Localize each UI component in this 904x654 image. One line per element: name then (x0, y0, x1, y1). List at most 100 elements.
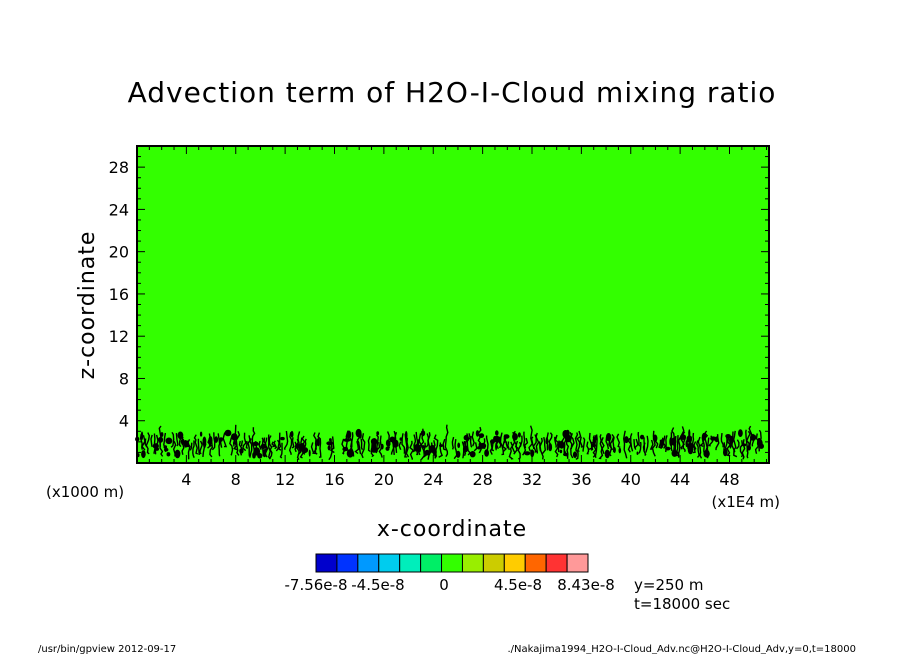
colorbar-swatch (545, 553, 568, 573)
cloud-blob (605, 433, 612, 442)
cloud-blob (592, 443, 597, 448)
cloud-blob (308, 449, 311, 457)
cloud-blob (199, 431, 203, 437)
cloud-blob (659, 439, 665, 448)
cloud-blob (154, 447, 159, 451)
cloud-blob (224, 429, 232, 437)
cloud-contour (415, 431, 419, 456)
cloud-blob (517, 432, 521, 438)
cloud-contour (170, 431, 175, 448)
cloud-blob (355, 428, 362, 438)
cloud-blob (738, 429, 743, 437)
cloud-blob (565, 429, 570, 437)
cloud-contour (375, 434, 379, 454)
cloud-blob (326, 441, 334, 446)
cloud-contour (586, 441, 590, 455)
cloud-blob (665, 446, 671, 451)
cloud-contour (471, 431, 475, 447)
cloud-contour (579, 436, 584, 448)
cloud-contour (489, 442, 493, 455)
cloud-blob (342, 446, 349, 452)
colorbar-swatch (566, 553, 589, 573)
colorbar-swatch (378, 553, 401, 573)
cloud-contour (739, 440, 744, 458)
cloud-blob (484, 449, 489, 457)
colorbar-swatch (336, 553, 359, 573)
y-position-annotation: y=250 m (634, 576, 703, 594)
cloud-contour (401, 433, 406, 454)
cloud-blob (165, 437, 173, 445)
cloud-blob (432, 448, 437, 456)
cloud-contour (469, 436, 473, 448)
colorbar-swatch (399, 553, 422, 573)
cloud-contour (519, 435, 523, 447)
x-tick-label: 12 (275, 470, 295, 489)
cloud-blob (469, 451, 476, 458)
cloud-blob (252, 452, 255, 459)
cloud-blob (685, 440, 688, 448)
cloud-blob (710, 436, 717, 441)
cloud-blob (563, 452, 569, 457)
cloud-contour (693, 441, 697, 451)
cloud-contour (370, 442, 375, 458)
cloud-contour (249, 438, 253, 459)
x-tick-label: 36 (571, 470, 591, 489)
cloud-contour (528, 425, 533, 452)
colorbar-label: -4.5e-8 (351, 576, 404, 594)
cloud-contour (638, 441, 642, 454)
cloud-blob (399, 437, 403, 441)
colorbar (315, 553, 589, 573)
cloud-blob (495, 430, 499, 436)
cloud-contour (197, 438, 200, 456)
cloud-blob (456, 450, 461, 458)
cloud-blob (380, 443, 384, 450)
cloud-contour (288, 432, 293, 455)
cloud-contour (594, 434, 598, 459)
cloud-contour (499, 432, 505, 456)
cloud-contour (199, 440, 203, 455)
cloud-blob (343, 438, 351, 442)
cloud-blob (479, 442, 487, 449)
cloud-blob (327, 445, 331, 451)
x-tick-label: 16 (324, 470, 344, 489)
cloud-blob (392, 439, 399, 448)
y-axis-label: z-coordinate (75, 231, 100, 380)
cloud-contour (535, 432, 540, 454)
cloud-contour (507, 441, 510, 451)
cloud-contour (405, 437, 410, 458)
cloud-blob (214, 436, 219, 443)
cloud-contours (135, 424, 764, 461)
cloud-blob (252, 441, 259, 446)
cloud-blob (701, 432, 707, 441)
cloud-blob (679, 434, 687, 440)
cloud-blob (746, 445, 752, 451)
cloud-contour (409, 440, 415, 460)
cloud-blob (329, 438, 332, 442)
cloud-contour (444, 424, 449, 457)
cloud-blob (750, 434, 757, 441)
y-tick-label: 8 (119, 369, 129, 388)
cloud-contour (514, 440, 519, 449)
cloud-blob (729, 435, 734, 445)
colorbar-swatch (441, 553, 463, 573)
cloud-blob (671, 449, 678, 457)
cloud-contour (677, 437, 681, 458)
x-tick-label: 4 (181, 470, 191, 489)
x-tick-label: 40 (621, 470, 641, 489)
cloud-contour (329, 436, 335, 454)
cloud-contour (655, 441, 659, 449)
colorbar-label: 4.5e-8 (494, 576, 542, 594)
cloud-blob (166, 452, 171, 457)
cloud-blob (262, 451, 267, 458)
cloud-contour (433, 434, 439, 459)
y-tick-label: 16 (109, 285, 129, 304)
cloud-blob (280, 436, 285, 441)
cloud-blob (257, 453, 263, 459)
cloud-blob (557, 441, 562, 448)
cloud-blob (670, 437, 677, 446)
cloud-contour (546, 432, 549, 451)
cloud-contour (697, 436, 703, 459)
cloud-blob (421, 445, 425, 449)
cloud-contour (645, 435, 649, 453)
cloud-contour (304, 438, 307, 447)
